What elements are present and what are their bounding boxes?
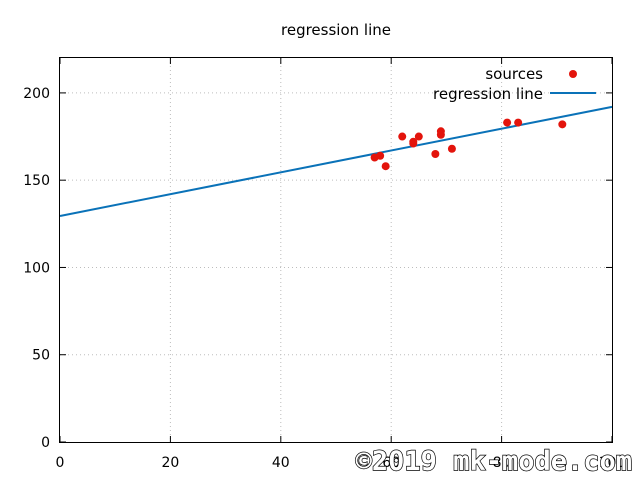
regression-line-layer bbox=[59, 105, 613, 217]
scatter-point bbox=[514, 118, 523, 127]
grid bbox=[60, 58, 612, 442]
x-tick-label: 60 bbox=[382, 455, 400, 471]
scatter-point bbox=[398, 132, 407, 141]
scatter-point bbox=[376, 151, 385, 160]
regression-line bbox=[59, 105, 613, 217]
scatter-point bbox=[558, 120, 567, 129]
x-tick-label: 0 bbox=[56, 455, 65, 471]
x-tick-label: 40 bbox=[272, 455, 290, 471]
axis-ticks: 0 20 40 60 80 100 0 50 100 150 200 bbox=[23, 58, 625, 471]
scatter-point bbox=[414, 132, 423, 141]
scatter-point bbox=[436, 130, 445, 139]
scatter-points-layer bbox=[370, 118, 567, 171]
legend-swatch-sources bbox=[569, 70, 577, 78]
scatter-point bbox=[409, 139, 418, 148]
scatter-point bbox=[447, 144, 456, 153]
y-tick-label: 50 bbox=[32, 348, 50, 364]
plot-frame bbox=[59, 57, 613, 443]
y-tick-label: 200 bbox=[23, 86, 50, 102]
scatter-point bbox=[431, 150, 440, 158]
scatter-point bbox=[381, 162, 390, 171]
y-tick-label: 100 bbox=[23, 260, 50, 276]
y-tick-label: 0 bbox=[41, 435, 50, 451]
x-tick-label: 80 bbox=[493, 455, 511, 471]
x-tick-label: 100 bbox=[599, 455, 626, 471]
scatter-point bbox=[503, 118, 512, 127]
legend-label: sources bbox=[485, 65, 543, 83]
legend: sources regression line bbox=[433, 65, 596, 103]
x-tick-label: 20 bbox=[161, 455, 179, 471]
watermark-text: ©2019 mk-mode.com bbox=[356, 446, 632, 477]
chart-title: regression line bbox=[281, 21, 391, 39]
y-tick-label: 150 bbox=[23, 173, 50, 189]
legend-label: regression line bbox=[433, 85, 543, 103]
